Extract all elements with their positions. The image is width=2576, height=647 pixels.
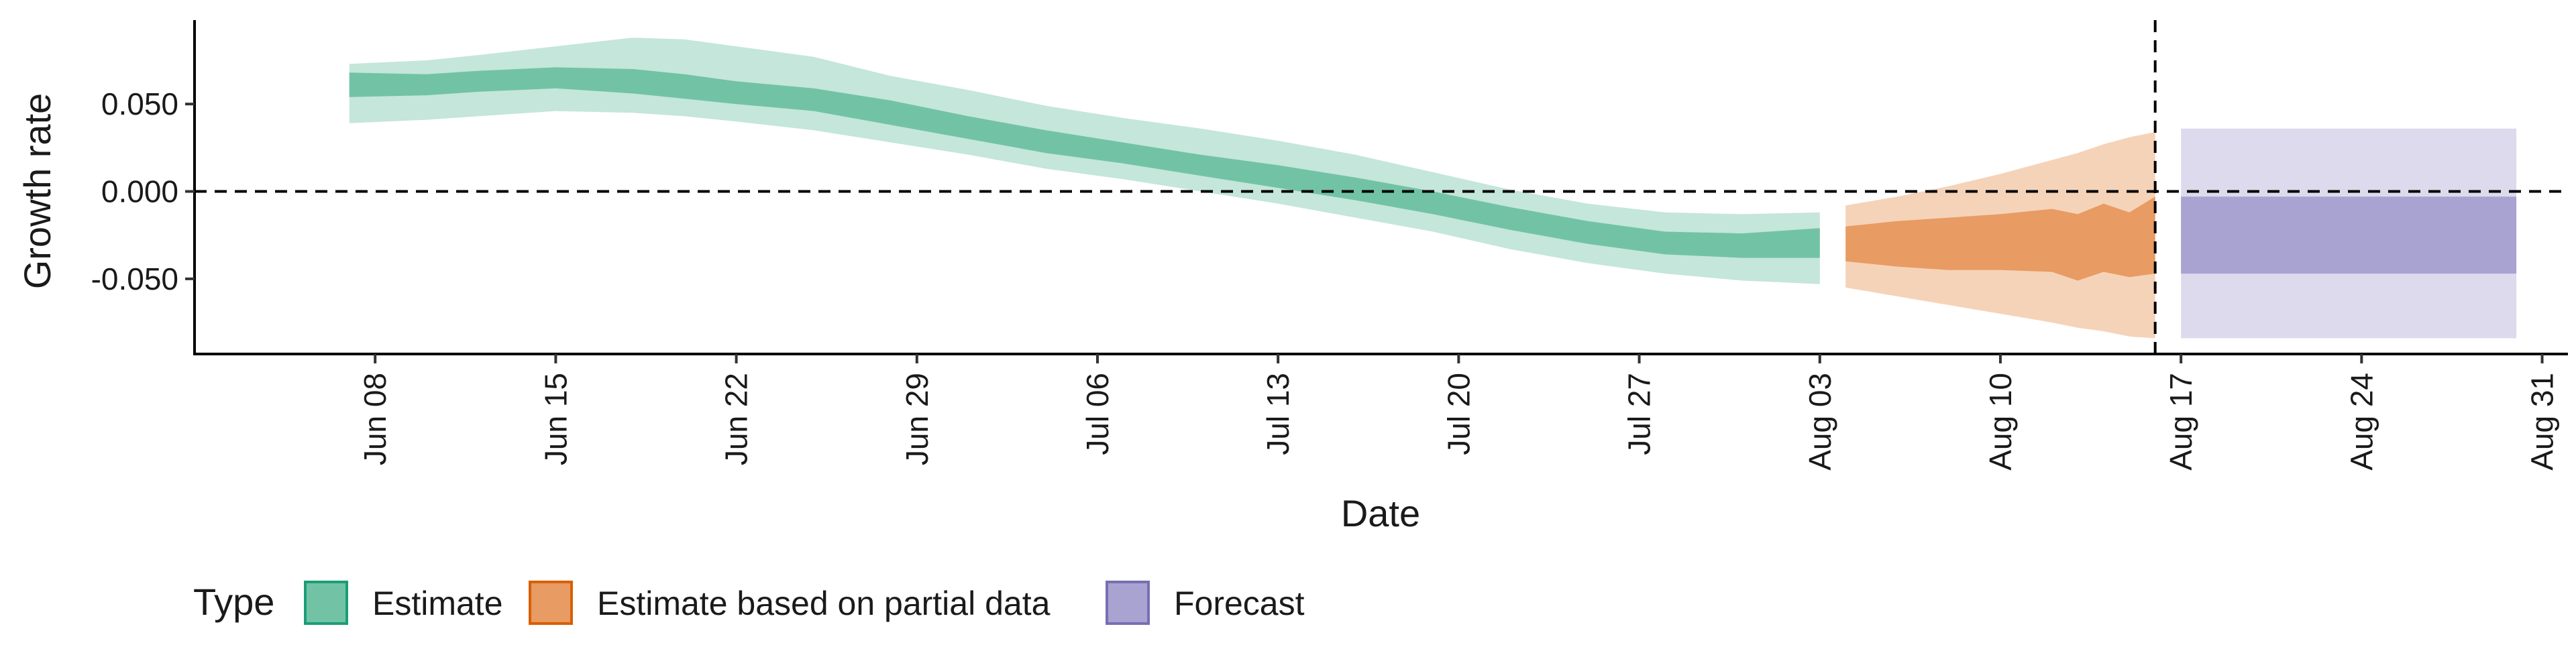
x-axis-title: Date [1341,492,1420,534]
reference-lines [195,20,2568,354]
y-tick-label: 0.000 [101,174,178,209]
estimate-based-on-partial-data-inner-band [1845,196,2155,281]
x-tick-label: Jul 13 [1260,373,1295,455]
x-tick-label: Jul 27 [1622,373,1657,455]
forecast-inner-band [2181,196,2517,274]
x-tick-label: Jul 20 [1441,373,1476,455]
x-tick-label: Jun 22 [719,373,754,465]
y-axis-title: Growth rate [16,93,58,290]
x-tick-label: Jun 08 [358,373,392,465]
legend-key [1106,581,1150,625]
axes [193,20,2568,355]
estimate-inner-band [349,67,1820,258]
y-tick-label: 0.050 [101,86,178,121]
bands-layer [349,38,2517,339]
x-tick-label: Aug 17 [2163,373,2198,471]
x-tick-label: Aug 10 [1983,373,2018,471]
x-tick-label: Aug 24 [2344,373,2379,471]
legend-label: Estimate based on partial data [597,585,1051,622]
x-tick-label: Jun 29 [900,373,934,465]
legend-key [529,581,573,625]
legend-label: Estimate [372,585,503,622]
legend-key [304,581,348,625]
legend-title: Type [193,581,274,623]
legend: Type Estimate Estimate based on partial d… [193,581,1305,625]
y-tick-label: -0.050 [91,261,178,296]
ticks: 0.050 0.000 -0.050 Jun 08 Jun 15 Jun 22 Jun 29… [91,86,2560,471]
x-tick-label: Aug 03 [1803,373,1837,471]
x-tick-label: Jul 06 [1080,373,1115,455]
x-tick-label: Aug 31 [2525,373,2560,471]
legend-label: Forecast [1174,585,1305,622]
x-tick-label: Jun 15 [538,373,573,465]
